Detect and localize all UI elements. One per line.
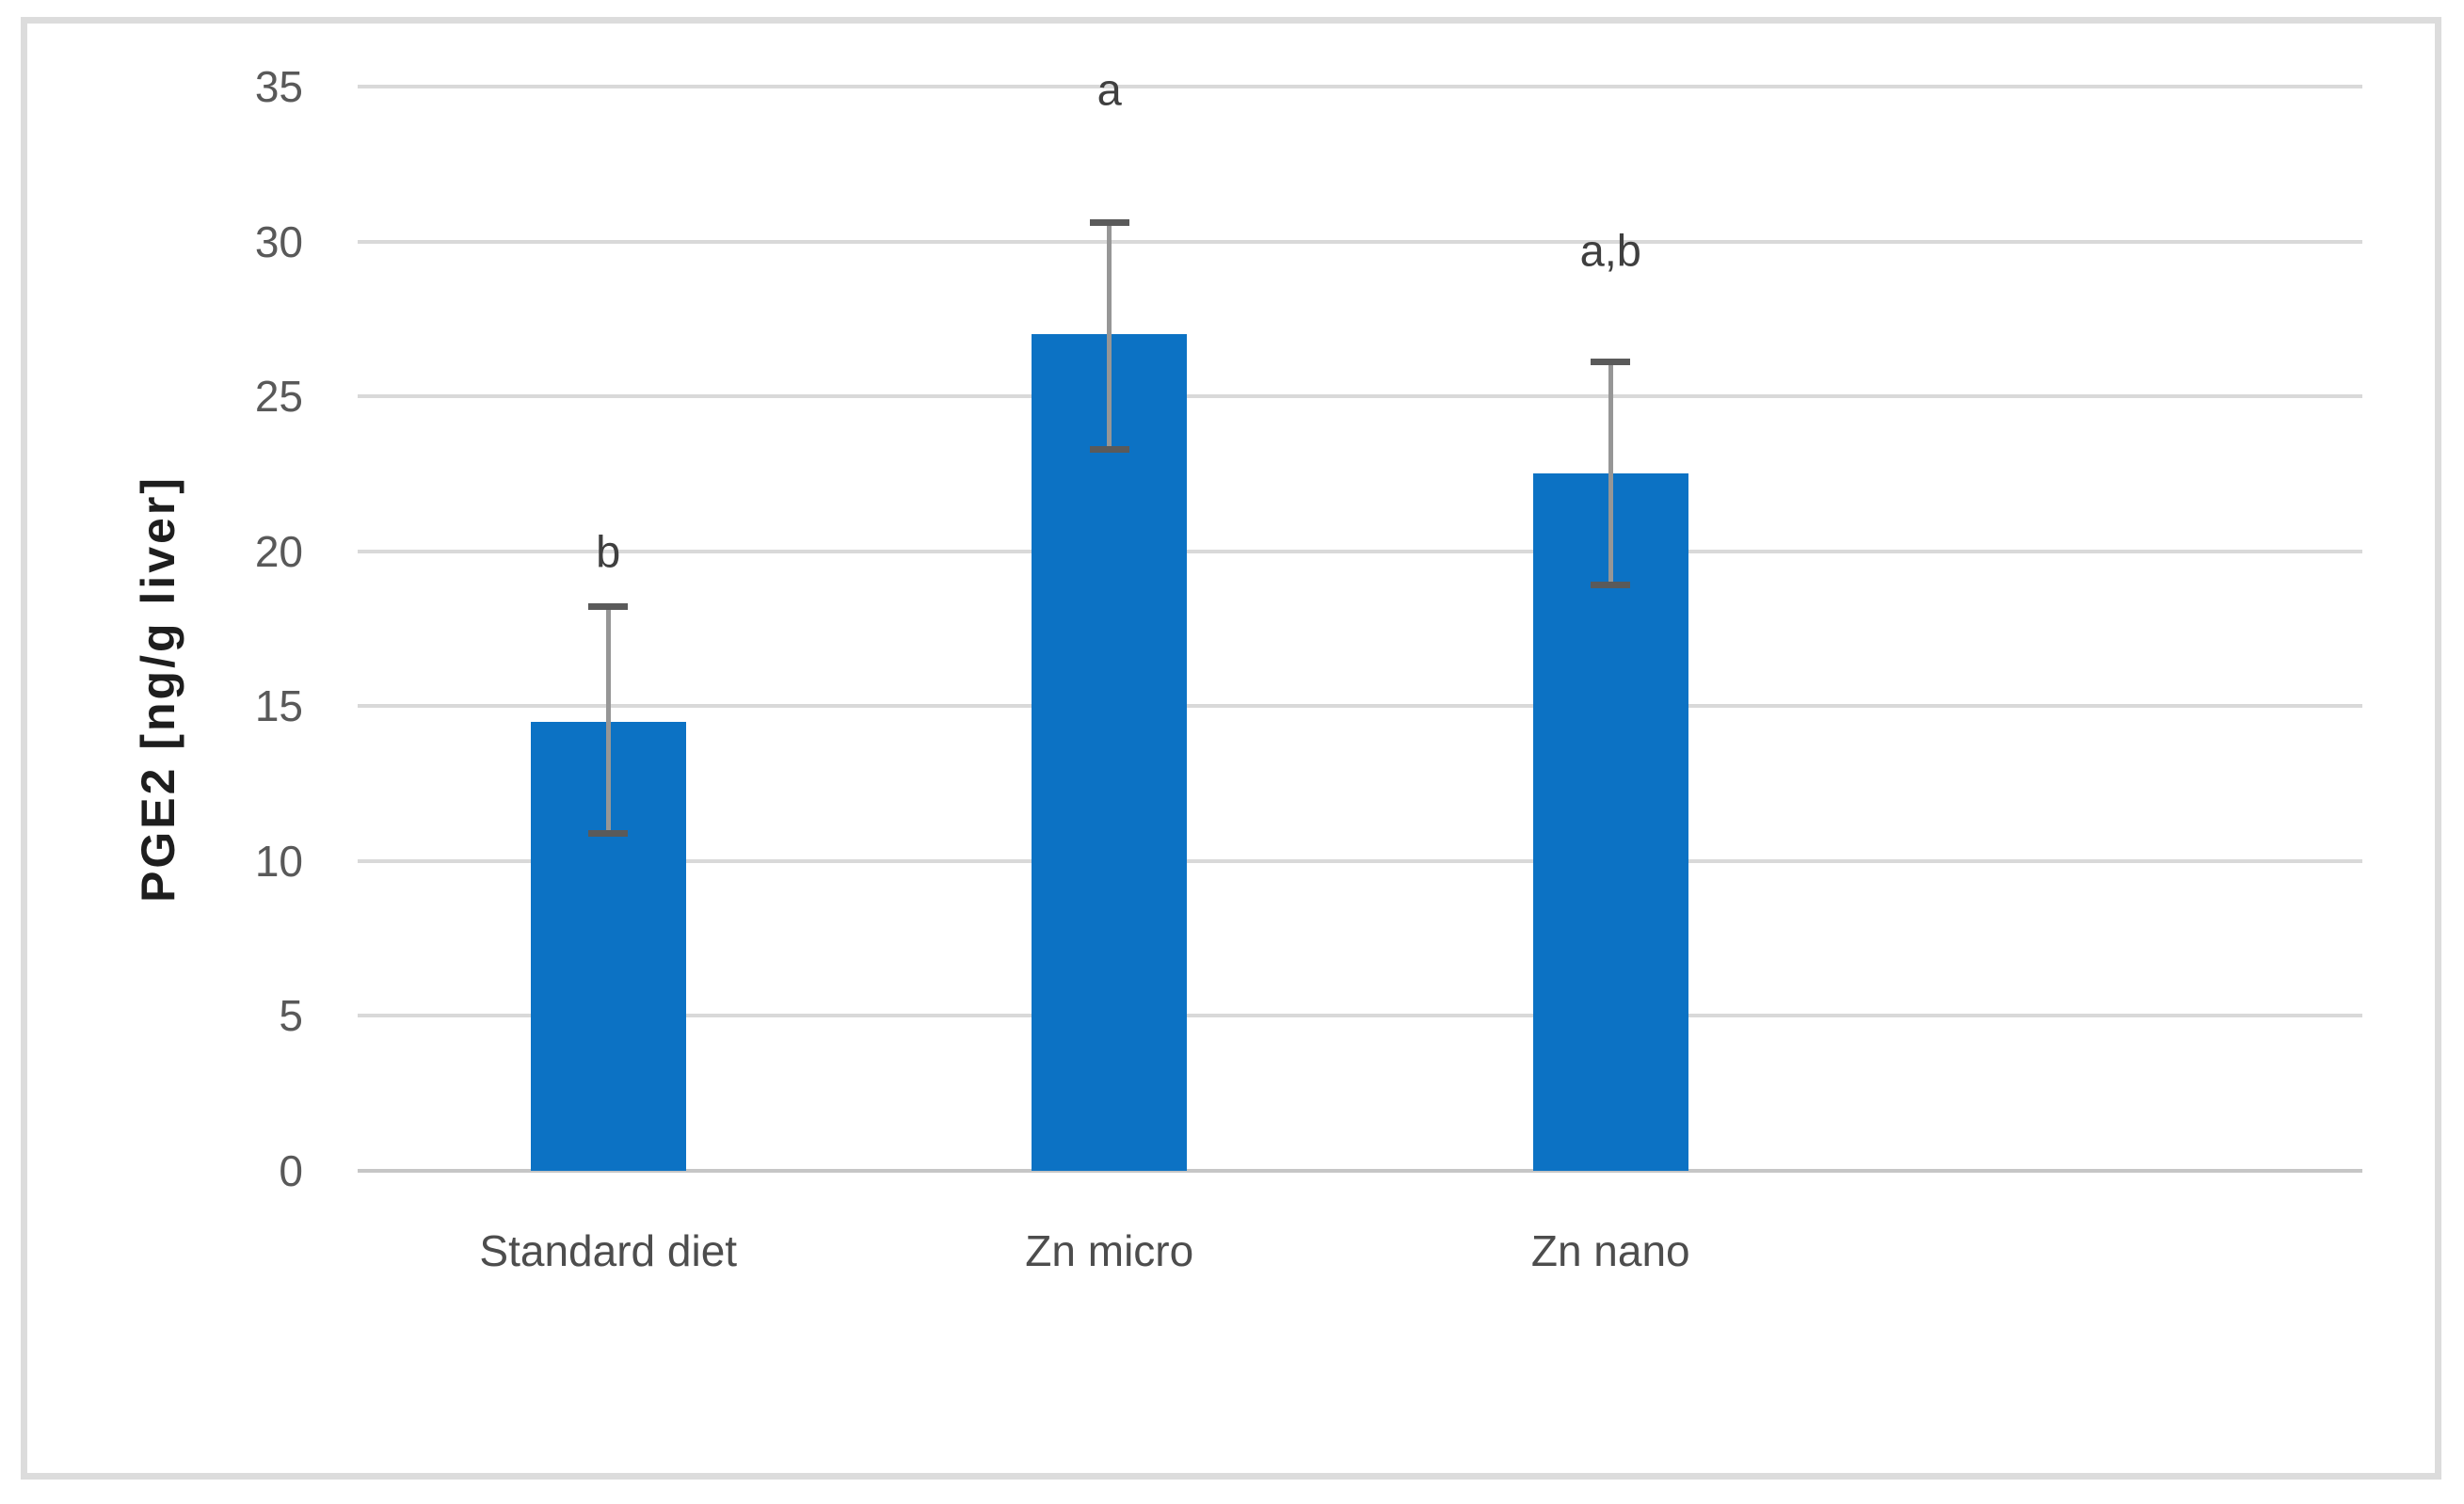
gridline-20 xyxy=(358,549,2362,553)
y-tick-label-5: 5 xyxy=(279,991,303,1041)
y-tick-label-15: 15 xyxy=(254,681,303,731)
y-tick-label-25: 25 xyxy=(254,372,303,422)
error-cap-top-zn-nano xyxy=(1591,359,1631,366)
y-tick-label-30: 30 xyxy=(254,216,303,266)
category-label-standard-diet: Standard diet xyxy=(479,1226,738,1275)
y-tick-label-35: 35 xyxy=(254,62,303,111)
y-tick-label-0: 0 xyxy=(279,1146,303,1195)
error-cap-bottom-standard-diet xyxy=(588,829,629,837)
error-bar-zn-nano xyxy=(1608,361,1613,585)
error-bar-zn-micro xyxy=(1107,222,1112,450)
significance-label-zn-micro: a xyxy=(1096,64,1122,115)
category-label-zn-micro: Zn micro xyxy=(1025,1226,1194,1275)
gridline-35 xyxy=(358,85,2362,88)
error-cap-bottom-zn-nano xyxy=(1591,582,1631,589)
significance-label-standard-diet: b xyxy=(596,526,621,577)
x-axis-line xyxy=(358,1169,2362,1173)
error-cap-top-zn-micro xyxy=(1089,219,1129,227)
bar-zn-micro xyxy=(1032,334,1188,1171)
y-tick-label-20: 20 xyxy=(254,526,303,576)
gridline-10 xyxy=(358,858,2362,863)
category-label-zn-nano: Zn nano xyxy=(1530,1226,1690,1275)
gridline-25 xyxy=(358,394,2362,399)
plot-area: b Standard diet a Zn micro a,b Zn nano xyxy=(358,65,2362,1275)
chart-border xyxy=(21,17,2441,1480)
gridline-5 xyxy=(358,1014,2362,1018)
gridline-30 xyxy=(358,239,2362,244)
bar-zn-nano xyxy=(1532,473,1688,1171)
error-cap-bottom-zn-micro xyxy=(1089,445,1129,453)
error-bar-standard-diet xyxy=(605,606,611,834)
significance-label-zn-nano: a,b xyxy=(1579,225,1641,276)
y-tick-label-10: 10 xyxy=(254,836,303,886)
error-cap-top-standard-diet xyxy=(588,603,629,611)
y-axis-tick-labels: 0 5 10 15 20 25 30 35 xyxy=(0,62,303,1195)
gridline-15 xyxy=(358,704,2362,709)
